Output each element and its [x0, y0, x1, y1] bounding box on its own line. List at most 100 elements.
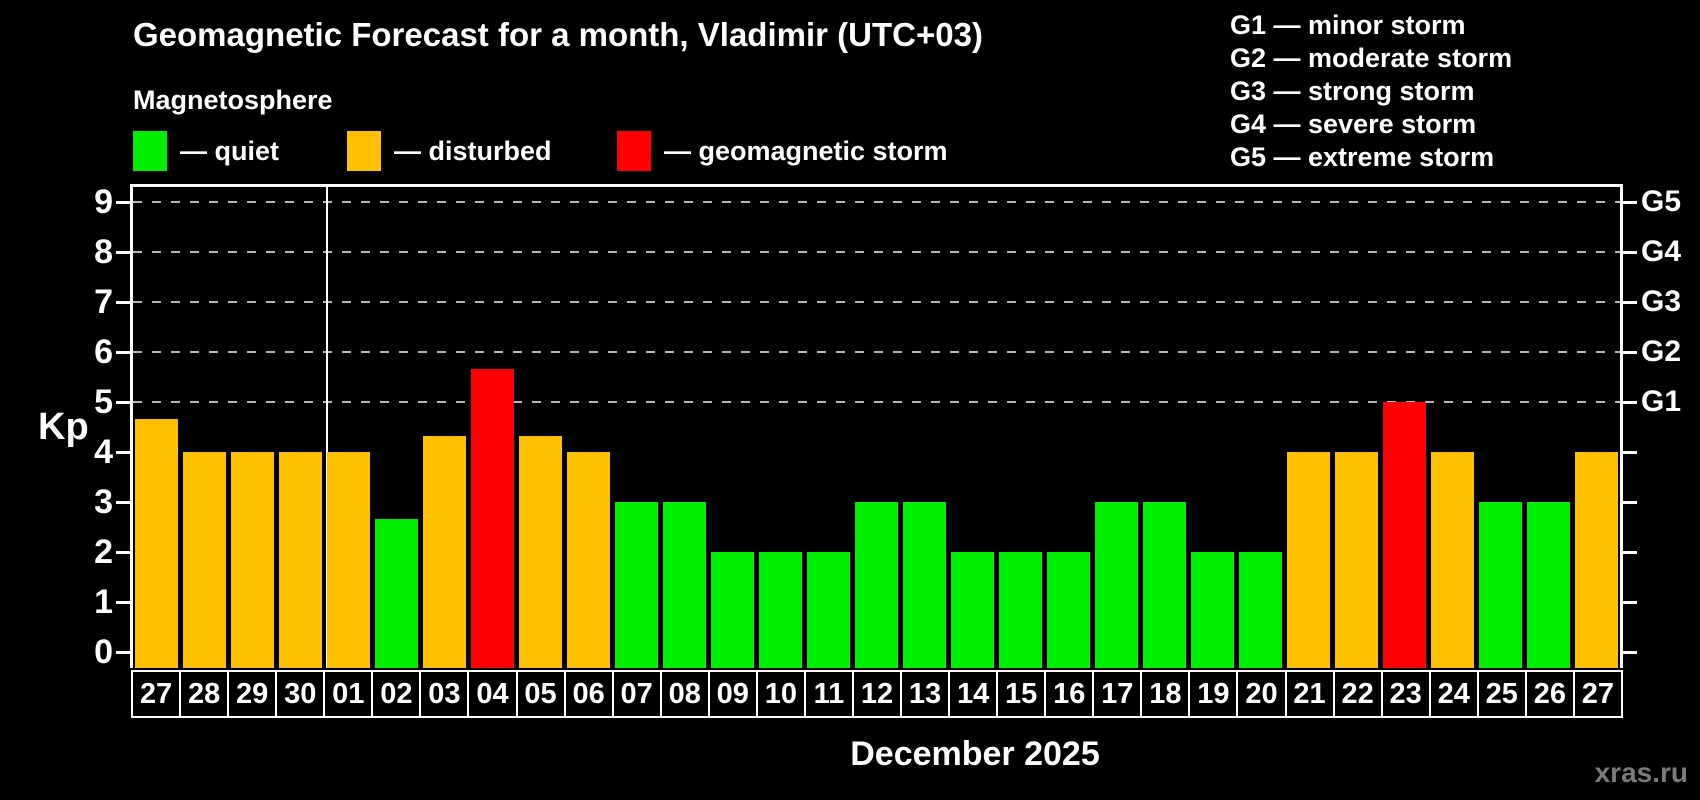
date-cell: 23 — [1380, 670, 1431, 718]
g-scale-label-g1: G1 — [1641, 385, 1682, 418]
date-cell: 04 — [467, 670, 518, 718]
legend-label: — disturbed — [394, 135, 552, 166]
y-axis-tick-right — [1623, 651, 1637, 654]
month-separator-line — [326, 187, 328, 668]
storm-scale-legend: G1 — minor storm G2 — moderate storm G3 — … — [1230, 9, 1512, 174]
y-axis-tick-right — [1623, 251, 1637, 254]
gridline-kp-7 — [133, 301, 1620, 303]
date-cell: 14 — [948, 670, 999, 718]
kp-bar — [998, 552, 1042, 668]
kp-bar — [567, 452, 611, 668]
date-cell: 24 — [1428, 670, 1479, 718]
legend-swatch-disturbed — [347, 131, 381, 171]
kp-bar — [519, 435, 563, 668]
legend-item-storm: — geomagnetic storm — [617, 130, 948, 172]
storm-legend-line: G2 — moderate storm — [1230, 43, 1513, 73]
gridline-kp-9 — [133, 201, 1620, 203]
date-cell: 15 — [996, 670, 1047, 718]
date-cell: 30 — [275, 670, 326, 718]
magnetosphere-label: Magnetosphere — [133, 85, 333, 115]
y-axis-tick-right — [1623, 351, 1637, 354]
kp-bar — [950, 552, 994, 668]
kp-bar — [807, 552, 851, 668]
legend-label: — geomagnetic storm — [664, 135, 948, 166]
date-cell: 29 — [227, 670, 278, 718]
y-axis-tick-label: 8 — [94, 233, 113, 271]
date-cell: 11 — [803, 670, 854, 718]
gridline-kp-6 — [133, 351, 1620, 353]
kp-bar — [327, 452, 371, 668]
y-axis-tick-left — [116, 401, 130, 404]
kp-bar — [1574, 452, 1618, 668]
gridline-kp-8 — [133, 251, 1620, 253]
y-axis-tick-left — [116, 601, 130, 604]
watermark: xras.ru — [1594, 757, 1688, 788]
kp-bar — [1190, 552, 1234, 668]
kp-bar — [1094, 502, 1138, 668]
legend-label: — quiet — [180, 135, 279, 166]
kp-bar — [1046, 552, 1090, 668]
kp-bar — [231, 452, 275, 668]
chart-title: Geomagnetic Forecast for a month, Vladim… — [133, 16, 983, 53]
y-axis-tick-label: 5 — [94, 383, 113, 421]
y-axis-tick-label: 0 — [94, 633, 113, 671]
kp-bar — [1238, 552, 1282, 668]
g-scale-label-g5: G5 — [1641, 185, 1682, 218]
x-axis-title: December 2025 — [850, 735, 1100, 773]
y-axis-tick-left — [116, 451, 130, 454]
x-axis-date-row: 27 28 29 30 01 02 03 04 05 06 07 08 09 10 11 12 13 14 15 16… — [131, 670, 1623, 718]
y-axis-tick-left — [116, 351, 130, 354]
date-cell: 02 — [371, 670, 422, 718]
y-axis-tick-left — [116, 501, 130, 504]
date-cell: 26 — [1524, 670, 1575, 718]
kp-bar — [375, 518, 419, 668]
date-cell: 07 — [611, 670, 662, 718]
y-axis-tick-right — [1623, 301, 1637, 304]
storm-legend-line: G5 — extreme storm — [1230, 142, 1495, 172]
y-axis-tick-left — [116, 301, 130, 304]
date-cell: 13 — [900, 670, 951, 718]
g-scale-label-g2: G2 — [1641, 335, 1682, 368]
date-cell: 10 — [755, 670, 806, 718]
y-axis-tick-right — [1623, 601, 1637, 604]
date-cell: 01 — [323, 670, 374, 718]
date-cell: 25 — [1476, 670, 1527, 718]
storm-legend-line: G1 — minor storm — [1230, 10, 1466, 40]
date-cell: 09 — [707, 670, 758, 718]
kp-bar — [1334, 452, 1378, 668]
y-axis-tick-label: 2 — [94, 533, 113, 571]
date-cell: 12 — [851, 670, 902, 718]
kp-bar — [423, 435, 467, 668]
legend-item-quiet: — quiet — [133, 130, 279, 172]
storm-legend-line: G4 — severe storm — [1230, 109, 1477, 139]
date-cell: 28 — [179, 670, 230, 718]
storm-legend-line: G3 — strong storm — [1230, 76, 1475, 106]
y-axis-tick-right — [1623, 551, 1637, 554]
kp-bar — [663, 502, 707, 668]
gridline-kp-5 — [133, 401, 1620, 403]
y-axis-tick-label: 3 — [94, 483, 113, 521]
date-cell: 17 — [1092, 670, 1143, 718]
date-cell: 19 — [1188, 670, 1239, 718]
kp-bar — [1526, 502, 1570, 668]
y-axis-tick-left — [116, 651, 130, 654]
kp-bar — [279, 452, 323, 668]
kp-bar — [1382, 402, 1426, 668]
y-axis-tick-right — [1623, 451, 1637, 454]
y-axis-tick-label: 1 — [94, 583, 113, 621]
kp-bar — [1430, 452, 1474, 668]
date-cell: 18 — [1140, 670, 1191, 718]
date-cell: 16 — [1044, 670, 1095, 718]
date-cell: 05 — [515, 670, 566, 718]
kp-bar — [855, 502, 898, 668]
y-axis-tick-label: 9 — [94, 183, 113, 221]
kp-bar — [471, 368, 515, 668]
kp-bar — [615, 502, 659, 668]
g-scale-label-g4: G4 — [1641, 235, 1682, 268]
legend-item-disturbed: — disturbed — [347, 130, 552, 172]
y-axis-tick-right — [1623, 501, 1637, 504]
y-axis-tick-right — [1623, 401, 1637, 404]
date-cell: 27 — [1572, 670, 1623, 718]
date-cell: 22 — [1332, 670, 1383, 718]
